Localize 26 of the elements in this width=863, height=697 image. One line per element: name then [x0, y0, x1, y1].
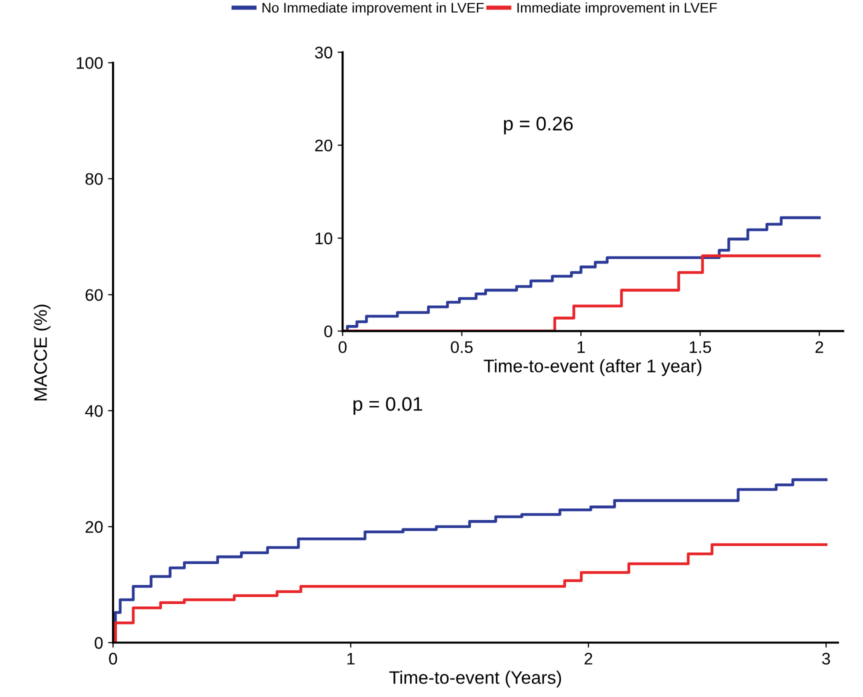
x-tick-label: 1 — [347, 652, 355, 664]
x-tick-label: 3 — [822, 652, 830, 665]
x-tick-label: 2 — [816, 341, 824, 353]
y-tick-label: 0 — [94, 637, 103, 649]
y-tick-label: 0 — [324, 325, 332, 338]
x-tick-label: 1.5 — [690, 341, 712, 354]
y-tick-label: 80 — [86, 173, 103, 185]
y-tick-label: 20 — [86, 521, 103, 533]
y-tick-label: 10 — [316, 232, 332, 244]
legend-label: Immediate improvement in LVEF — [517, 2, 717, 16]
y-axis-title: MACCE (%) — [34, 304, 51, 400]
y-tick-label: 40 — [85, 405, 103, 417]
x-axis-title: Time-to-event (after 1 year) — [484, 359, 702, 376]
annotation: p = 0.01 — [354, 397, 422, 415]
x-tick-label: 1 — [578, 341, 585, 353]
annotation: p = 0.26 — [504, 116, 573, 134]
y-tick-label: 60 — [86, 289, 103, 301]
y-tick-label: 100 — [76, 57, 103, 69]
y-tick-label: 20 — [315, 140, 332, 152]
x-tick-label: 0.5 — [450, 341, 473, 354]
x-tick-label: 0 — [338, 341, 347, 354]
x-tick-label: 2 — [584, 652, 592, 664]
legend-label: No Immediate improvement in LVEF — [262, 2, 484, 16]
x-tick-label: 0 — [109, 652, 118, 665]
y-tick-label: 30 — [314, 46, 332, 58]
x-axis-title: Time-to-event (Years) — [389, 670, 562, 688]
